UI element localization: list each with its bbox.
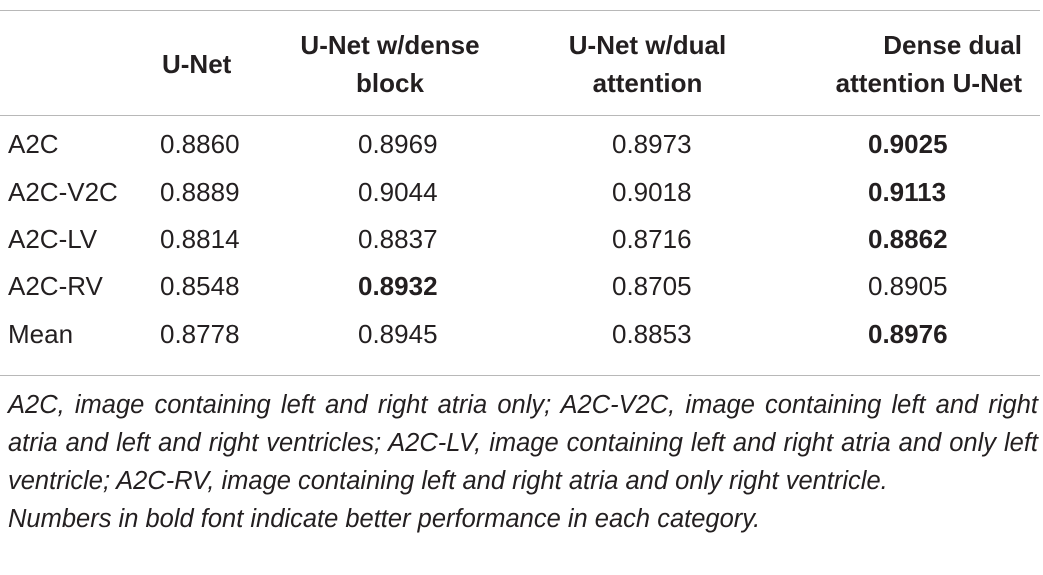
cell-dense-dual-attention-unet: 0.8905 [868,271,948,302]
row-label: A2C-LV [8,223,98,254]
header-unet-dense-block-line1: U-Net w/dense [300,29,480,60]
header-unet-line1: U-Net [162,48,232,79]
table-header-rule [0,115,1040,116]
table-row: A2C 0.8860 0.8969 0.8973 0.9025 [0,115,1040,168]
table-body: A2C 0.8860 0.8969 0.8973 0.9025 A2C-V2C … [0,115,1040,358]
cell-dense-dual-attention-unet: 0.8976 [868,318,948,349]
cell-dense-dual-attention-unet: 0.9025 [868,129,948,160]
results-table: U-Net U-Net w/dense block U-Net w/dual a… [0,12,1040,358]
header-unet-dual-attention-line1: U-Net w/dual [568,29,727,60]
cell-unet-dense-block: 0.9044 [358,176,438,207]
table-row: A2C-RV 0.8548 0.8932 0.8705 0.8905 [0,263,1040,310]
footnote-bold-note: Numbers in bold font indicate better per… [8,505,761,533]
cell-dense-dual-attention-unet: 0.9113 [868,176,947,207]
cell-unet-dense-block: 0.8969 [358,129,438,160]
cell-unet: 0.8548 [160,271,240,302]
header-unet: U-Net [150,12,260,115]
table-top-rule [0,10,1040,11]
table-row: A2C-V2C 0.8889 0.9044 0.9018 0.9113 [0,168,1040,215]
cell-unet-dual-attention: 0.8853 [612,318,692,349]
table-row: Mean 0.8778 0.8945 0.8853 0.8976 [0,311,1040,358]
table-bottom-rule [0,375,1040,376]
cell-unet-dense-block: 0.8837 [358,223,438,254]
cell-unet: 0.8814 [160,223,240,254]
header-dense-dual-attention-unet-line1: Dense dual [883,29,1022,60]
header-dense-dual-attention-unet-line2: attention U-Net [835,67,1022,98]
cell-unet-dual-attention: 0.8705 [612,271,692,302]
cell-unet: 0.8778 [160,318,240,349]
cell-unet: 0.8889 [160,176,240,207]
cell-unet-dual-attention: 0.8716 [612,223,692,254]
table-footnote: A2C, image containing left and right atr… [8,386,1038,538]
header-unet-dual-attention-line2: attention [592,67,703,98]
header-dense-dual-attention-unet: Dense dual attention U-Net [775,12,1040,115]
table-header: U-Net U-Net w/dense block U-Net w/dual a… [0,12,1040,115]
cell-dense-dual-attention-unet: 0.8862 [868,223,948,254]
cell-unet-dual-attention: 0.8973 [612,129,692,160]
table-row: A2C-LV 0.8814 0.8837 0.8716 0.8862 [0,216,1040,263]
header-unet-dense-block: U-Net w/dense block [260,12,520,115]
header-row: U-Net U-Net w/dense block U-Net w/dual a… [0,12,1040,115]
row-label: A2C [8,129,59,160]
header-row-label-cell [0,12,150,115]
cell-unet-dense-block: 0.8932 [358,271,438,302]
footnote-abbreviations: A2C, image containing left and right atr… [8,391,1038,495]
row-label: A2C-V2C [8,176,118,207]
cell-unet-dense-block: 0.8945 [358,318,438,349]
row-label: A2C-RV [8,271,103,302]
cell-unet-dual-attention: 0.9018 [612,176,692,207]
cell-unet: 0.8860 [160,129,240,160]
header-unet-dual-attention: U-Net w/dual attention [520,12,775,115]
header-unet-dense-block-line2: block [356,67,424,98]
row-label: Mean [8,318,74,349]
